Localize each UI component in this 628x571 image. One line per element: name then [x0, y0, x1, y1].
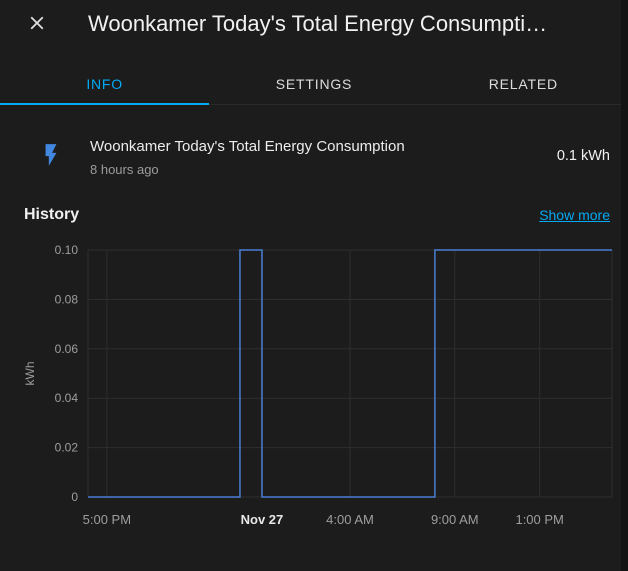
svg-text:4:00 AM: 4:00 AM [326, 512, 374, 527]
svg-text:0.04: 0.04 [55, 391, 79, 405]
close-button[interactable] [17, 3, 57, 43]
tab-info[interactable]: INFO [0, 63, 210, 105]
dialog-title: Woonkamer Today's Total Energy Consumpti… [88, 11, 548, 36]
svg-text:5:00 PM: 5:00 PM [83, 512, 131, 527]
svg-text:1:00 PM: 1:00 PM [515, 512, 563, 527]
tab-settings[interactable]: SETTINGS [275, 75, 353, 92]
svg-text:9:00 AM: 9:00 AM [431, 512, 479, 527]
svg-text:0: 0 [71, 490, 78, 504]
history-header: History Show more [24, 202, 610, 228]
svg-text:Nov 27: Nov 27 [241, 512, 284, 527]
history-chart[interactable]: 0 0.02 0.04 0.06 0.08 0.10 5:00 PM Nov 27 4:00 A… [0, 236, 628, 556]
tab-bar: INFO SETTINGS RELATED [0, 63, 628, 105]
svg-text:kWh: kWh [23, 362, 37, 386]
entity-last-changed: 8 hours ago [90, 162, 159, 177]
svg-text:0.06: 0.06 [55, 342, 79, 356]
scrollbar-track[interactable] [621, 0, 628, 571]
history-title: History [24, 206, 80, 223]
svg-text:0.08: 0.08 [55, 292, 79, 306]
entity-name: Woonkamer Today's Total Energy Consumpti… [90, 138, 405, 155]
entity-row: Woonkamer Today's Total Energy Consumpti… [0, 122, 628, 190]
svg-text:0.10: 0.10 [55, 243, 79, 257]
show-more-link[interactable]: Show more [539, 207, 610, 223]
flash-icon [45, 144, 57, 166]
svg-text:0.02: 0.02 [55, 441, 79, 455]
entity-state: 0.1 kWh [556, 148, 610, 164]
tab-related[interactable]: RELATED [488, 75, 558, 92]
close-icon [30, 16, 44, 30]
